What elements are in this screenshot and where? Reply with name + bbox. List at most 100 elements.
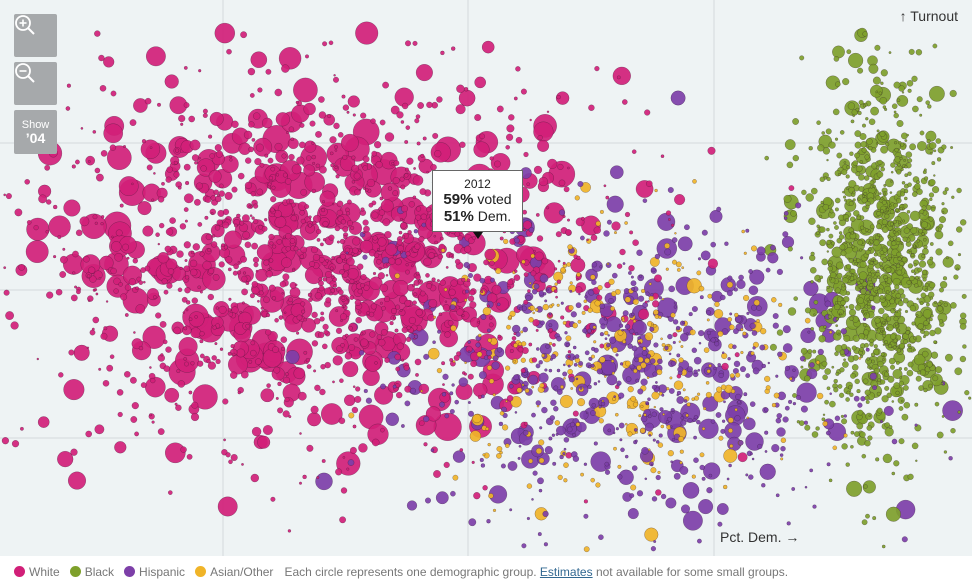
data-point-black [896, 98, 901, 103]
data-point-black [921, 253, 926, 259]
data-point-hispanic [699, 464, 705, 471]
data-point-white [288, 297, 293, 303]
data-point-black [851, 364, 859, 371]
data-point-black [898, 366, 903, 371]
data-point-black [874, 289, 879, 294]
data-point-hispanic [490, 277, 495, 283]
data-point-white [336, 209, 343, 216]
data-point-white [415, 64, 433, 82]
data-point-white [295, 100, 299, 105]
data-point-black [880, 379, 886, 385]
data-point-white [249, 92, 255, 98]
data-point-white [418, 383, 430, 395]
zoom-out-button[interactable] [14, 62, 57, 105]
data-point-asian-other [742, 331, 747, 336]
data-point-black [911, 442, 919, 450]
data-point-black [844, 217, 850, 223]
data-point-black [799, 55, 805, 61]
data-point-white [146, 164, 153, 171]
data-point-white [189, 259, 198, 268]
data-point-white [146, 288, 160, 301]
data-point-hispanic [541, 406, 548, 414]
data-point-hispanic [746, 311, 750, 316]
data-point-black [835, 324, 839, 328]
data-point-white [5, 193, 12, 200]
data-point-black [861, 519, 868, 526]
data-point-white [457, 235, 463, 241]
data-point-black [877, 159, 883, 166]
data-point-white [197, 221, 203, 227]
data-point-hispanic [550, 353, 557, 360]
data-point-asian-other [452, 360, 456, 364]
data-point-black [825, 128, 832, 135]
data-point-black [837, 332, 841, 336]
data-point-black [826, 250, 830, 253]
data-point-hispanic [726, 477, 730, 481]
data-point-black [935, 227, 940, 232]
data-point-black [911, 75, 918, 82]
data-point-asian-other [539, 382, 545, 389]
data-point-white [206, 358, 211, 364]
scatter-plot[interactable]: Show ’04 ↑ Turnout Pct. Dem. → 2012 59% … [0, 0, 972, 556]
data-point-white [371, 211, 379, 219]
data-point-black [929, 151, 933, 155]
data-point-black [805, 193, 814, 202]
data-point-black [912, 244, 917, 248]
zoom-in-button[interactable] [14, 14, 57, 57]
data-point-black [868, 277, 872, 282]
data-point-black [872, 184, 876, 188]
data-point-white [396, 239, 403, 246]
data-point-white [322, 41, 328, 47]
data-point-black [846, 49, 852, 55]
data-point-hispanic [646, 402, 649, 406]
data-point-white [249, 214, 253, 218]
data-point-asian-other [706, 369, 711, 374]
data-point-white [362, 165, 368, 171]
data-point-white [383, 296, 391, 303]
data-point-asian-other [496, 453, 502, 459]
data-point-hispanic [629, 328, 635, 334]
data-point-white [256, 188, 264, 196]
data-point-black [925, 302, 930, 307]
data-point-black [792, 118, 800, 125]
data-point-white [330, 288, 335, 293]
data-point-hispanic [587, 365, 592, 369]
data-point-white [354, 299, 362, 306]
data-point-white [431, 277, 436, 282]
data-point-white [489, 156, 494, 161]
data-point-white [499, 236, 504, 241]
data-point-asian-other [501, 424, 509, 431]
data-point-asian-other [713, 309, 724, 319]
data-point-black [915, 459, 918, 463]
data-point-white [191, 154, 199, 162]
chart-canvas[interactable] [0, 0, 972, 556]
data-point-hispanic [618, 397, 622, 400]
data-point-white [153, 172, 156, 175]
data-point-white [175, 404, 182, 412]
data-point-white [265, 312, 271, 318]
data-point-white [183, 241, 191, 249]
data-point-white [321, 200, 326, 204]
data-point-white [494, 160, 501, 168]
data-point-hispanic [761, 363, 767, 369]
data-point-white [75, 229, 83, 237]
data-point-white [562, 214, 566, 219]
data-point-black [893, 460, 900, 467]
data-point-black [880, 209, 884, 214]
data-point-hispanic [767, 252, 779, 264]
data-point-white [307, 292, 313, 298]
data-point-hispanic [636, 490, 644, 497]
data-point-black [863, 286, 867, 289]
data-point-hispanic [829, 392, 833, 396]
data-point-asian-other [617, 464, 622, 469]
data-point-asian-other [691, 474, 696, 479]
estimates-link[interactable]: Estimates [539, 564, 593, 579]
data-point-black [819, 226, 826, 233]
data-point-hispanic [749, 269, 765, 285]
data-point-black [848, 385, 853, 390]
data-point-hispanic [598, 404, 602, 409]
data-point-white [619, 248, 626, 256]
data-point-black [894, 208, 899, 212]
show-2004-button[interactable]: Show ’04 [14, 110, 57, 154]
data-point-white [593, 226, 602, 234]
